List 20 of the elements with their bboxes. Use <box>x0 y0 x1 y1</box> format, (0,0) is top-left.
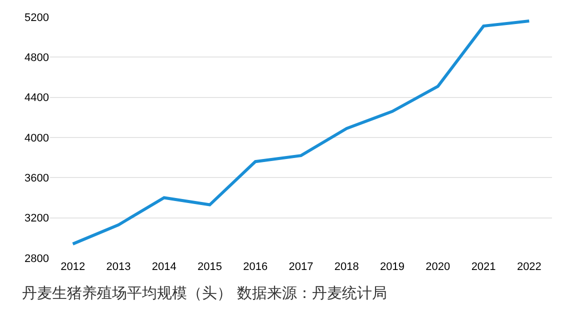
y-tick-label: 2800 <box>24 252 49 265</box>
x-tick-label: 2019 <box>380 261 405 273</box>
x-tick-label: 2015 <box>197 261 222 273</box>
x-tick-label: 2016 <box>243 261 268 273</box>
x-tick-label: 2018 <box>334 261 359 273</box>
y-tick-label: 5200 <box>24 12 49 24</box>
x-tick-label: 2022 <box>516 261 542 273</box>
y-tick-label: 4000 <box>24 132 49 144</box>
text: 丹麦生猪养殖场平均规模（头） 数据来源：丹麦统计局 <box>22 284 387 302</box>
y-tick-label: 3600 <box>24 172 49 185</box>
x-tick-label: 2017 <box>288 261 314 273</box>
x-tick-label: 2012 <box>60 261 86 273</box>
x-tick-label: 2014 <box>152 261 176 273</box>
y-tick-label: 4400 <box>24 92 49 104</box>
line-series <box>71 20 531 246</box>
x-tick-label: 2020 <box>426 261 450 273</box>
x-tick-label: 2013 <box>106 261 131 273</box>
x-tick-label: 2021 <box>471 261 496 273</box>
y-tick-label: 3200 <box>24 212 49 225</box>
y-tick-label: 4800 <box>24 52 49 64</box>
